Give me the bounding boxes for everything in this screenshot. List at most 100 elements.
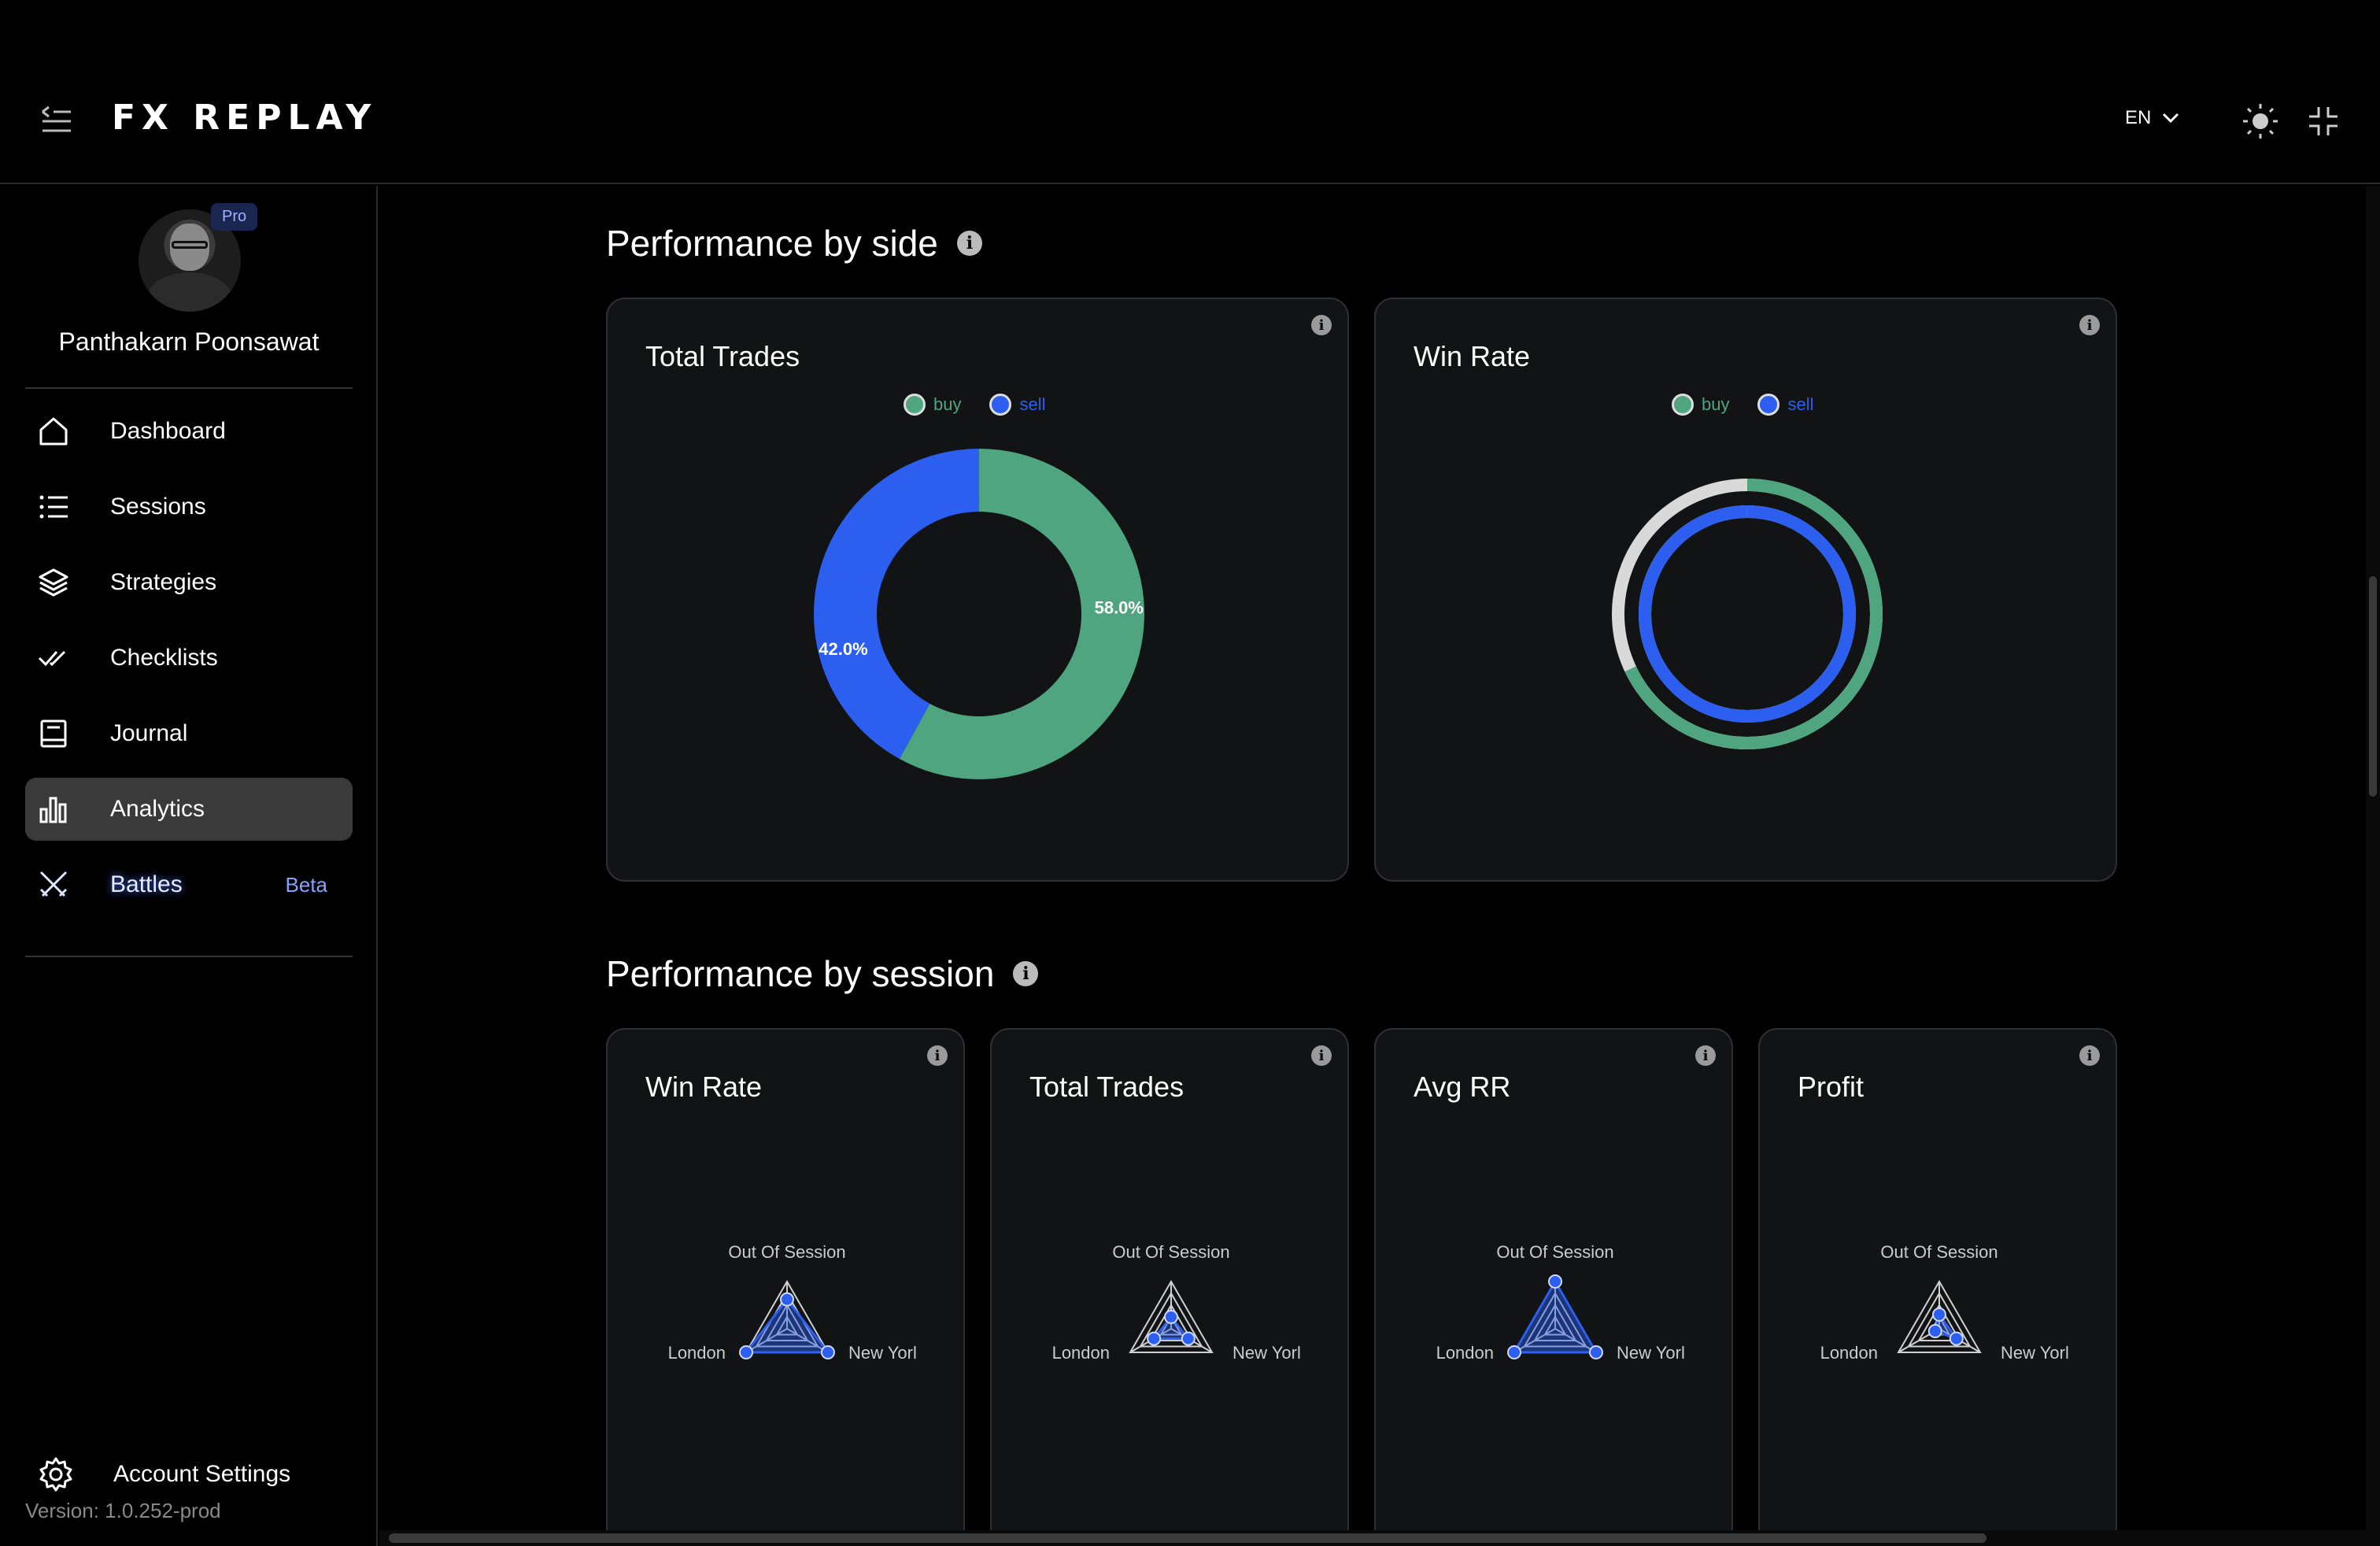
legend-label: sell xyxy=(1019,394,1046,414)
radar-point[interactable] xyxy=(1588,1345,1603,1359)
sidebar-item-label: Strategies xyxy=(110,569,217,595)
window-top-bar xyxy=(0,0,2380,58)
card-title: Total Trades xyxy=(645,340,800,372)
radar-axis-label: Out Of Session xyxy=(1496,1242,1613,1262)
legend-swatch xyxy=(1672,394,1694,416)
chart-legend: buy sell xyxy=(1672,394,1814,416)
radar-point[interactable] xyxy=(1949,1331,1964,1346)
card-title: Avg RR xyxy=(1414,1071,1511,1103)
card-title: Win Rate xyxy=(645,1071,763,1103)
language-selector[interactable]: EN xyxy=(2125,107,2179,129)
win-rate-radar-chart: Out Of Session New Yorl London xyxy=(668,1242,917,1363)
horizontal-scrollbar[interactable] xyxy=(379,1530,2366,1546)
total-trades-donut-chart: 58.0% 42.0% xyxy=(814,449,1144,779)
radar-grid xyxy=(1523,1291,1587,1348)
app-logo[interactable]: FX REPLAY xyxy=(112,98,378,138)
card-session-avg-rr: Avg RR i Out Of Session New Yorl London xyxy=(1374,1028,1733,1546)
info-icon[interactable]: i xyxy=(2079,1045,2100,1066)
sidebar-item-checklists[interactable]: Checklists xyxy=(25,627,353,690)
radar-grid xyxy=(1533,1303,1577,1341)
legend-swatch xyxy=(904,394,926,416)
legend-swatch xyxy=(1757,394,1780,416)
chart-legend: buy sell xyxy=(904,394,1046,416)
version-text: Version: 1.0.252-prod xyxy=(25,1499,221,1522)
legend-item-buy[interactable]: buy xyxy=(1672,394,1729,416)
exit-fullscreen-icon[interactable] xyxy=(2306,104,2341,139)
info-icon[interactable]: i xyxy=(956,231,982,256)
sidebar-item-analytics[interactable]: Analytics xyxy=(25,778,353,841)
sun-icon[interactable] xyxy=(2241,102,2279,140)
radar-point[interactable] xyxy=(1181,1331,1196,1346)
double-check-icon xyxy=(38,650,66,667)
layers-icon xyxy=(39,568,68,597)
radar-point[interactable] xyxy=(1164,1310,1178,1324)
sidebar-divider xyxy=(25,387,353,389)
sidebar-item-dashboard[interactable]: Dashboard xyxy=(25,400,353,463)
radar-axis-label: London xyxy=(668,1343,726,1363)
radar-point[interactable] xyxy=(1147,1331,1162,1346)
sidebar-nav: Dashboard Sessions Strategies Chec xyxy=(25,400,353,929)
radar-point[interactable] xyxy=(780,1292,794,1307)
ring-sell[interactable] xyxy=(1639,505,1857,723)
radar-point[interactable] xyxy=(1507,1345,1522,1359)
vertical-scrollbar[interactable] xyxy=(2366,186,2380,1546)
card-title: Profit xyxy=(1798,1071,1864,1103)
radar-axis-label: New Yorl xyxy=(1617,1343,1685,1363)
info-icon[interactable]: i xyxy=(1695,1045,1716,1066)
radar-axis-label: New Yorl xyxy=(2001,1343,2069,1363)
section-title-by-side: Performance by side i xyxy=(606,222,982,264)
radar-axis xyxy=(1513,1328,1556,1353)
avatar[interactable] xyxy=(139,209,241,312)
section-title-text: Performance by side xyxy=(606,223,938,264)
sidebar-item-battles[interactable]: Battles Beta xyxy=(25,853,353,916)
radar-grid xyxy=(1139,1291,1203,1348)
vertical-scroll-thumb[interactable] xyxy=(2369,576,2377,797)
collapse-menu-icon[interactable] xyxy=(39,104,74,139)
crossed-swords-icon xyxy=(39,871,68,897)
legend-item-buy[interactable]: buy xyxy=(904,394,961,416)
info-icon[interactable]: i xyxy=(2079,315,2100,335)
avg-rr-radar-chart: Out Of Session New Yorl London xyxy=(1436,1242,1685,1363)
sidebar-item-strategies[interactable]: Strategies xyxy=(25,551,353,614)
radar-point[interactable] xyxy=(1932,1307,1946,1322)
horizontal-scroll-thumb[interactable] xyxy=(389,1533,1986,1543)
donut-slice-buy[interactable] xyxy=(899,449,1144,779)
radar-axis-label: Out Of Session xyxy=(1112,1242,1229,1262)
radar-axis xyxy=(786,1328,829,1353)
sidebar-item-sessions[interactable]: Sessions xyxy=(25,475,353,538)
radar-series-area xyxy=(1151,1315,1191,1341)
card-side-total-trades: Total Trades i buy sell 58.0% 42.0% xyxy=(606,298,1349,882)
sidebar-item-label: Sessions xyxy=(110,494,206,520)
radar-point[interactable] xyxy=(820,1345,835,1359)
profit-radar-chart: Out Of Session New Yorl London xyxy=(1820,1242,2069,1363)
account-settings-label: Account Settings xyxy=(113,1461,291,1487)
win-rate-ring-chart xyxy=(1612,479,1883,749)
info-icon[interactable]: i xyxy=(1013,961,1039,986)
account-settings-link[interactable]: Account Settings xyxy=(38,1456,290,1492)
info-icon[interactable]: i xyxy=(1311,1045,1332,1066)
info-icon[interactable]: i xyxy=(927,1045,948,1066)
radar-point[interactable] xyxy=(1927,1324,1942,1338)
radar-axis xyxy=(745,1328,788,1353)
slice-label: 42.0% xyxy=(819,639,867,659)
card-session-profit: Profit i Out Of Session New Yorl London xyxy=(1758,1028,2117,1546)
sidebar-item-label: Checklists xyxy=(110,645,218,671)
radar-point[interactable] xyxy=(1548,1274,1562,1289)
legend-item-sell[interactable]: sell xyxy=(989,394,1046,416)
legend-item-sell[interactable]: sell xyxy=(1757,394,1814,416)
radar-grid xyxy=(775,1315,799,1336)
sidebar-divider xyxy=(25,956,353,957)
info-icon[interactable]: i xyxy=(1311,315,1332,335)
slice-label: 58.0% xyxy=(1095,597,1144,617)
radar-grid xyxy=(1149,1303,1193,1341)
radar-point[interactable] xyxy=(739,1345,754,1359)
chevron-down-icon xyxy=(2163,113,2179,124)
gear-icon xyxy=(39,1457,72,1492)
list-icon xyxy=(39,495,68,519)
card-session-win-rate: Win Rate i Out Of Session New Yorl London xyxy=(606,1028,965,1546)
sidebar-item-label: Battles xyxy=(110,871,183,897)
donut-slice-sell[interactable] xyxy=(814,449,979,760)
sidebar-item-journal[interactable]: Journal xyxy=(25,702,353,765)
card-session-total-trades: Total Trades i Out Of Session New Yorl Lon… xyxy=(990,1028,1349,1546)
radar-axis-label: London xyxy=(1052,1343,1110,1363)
